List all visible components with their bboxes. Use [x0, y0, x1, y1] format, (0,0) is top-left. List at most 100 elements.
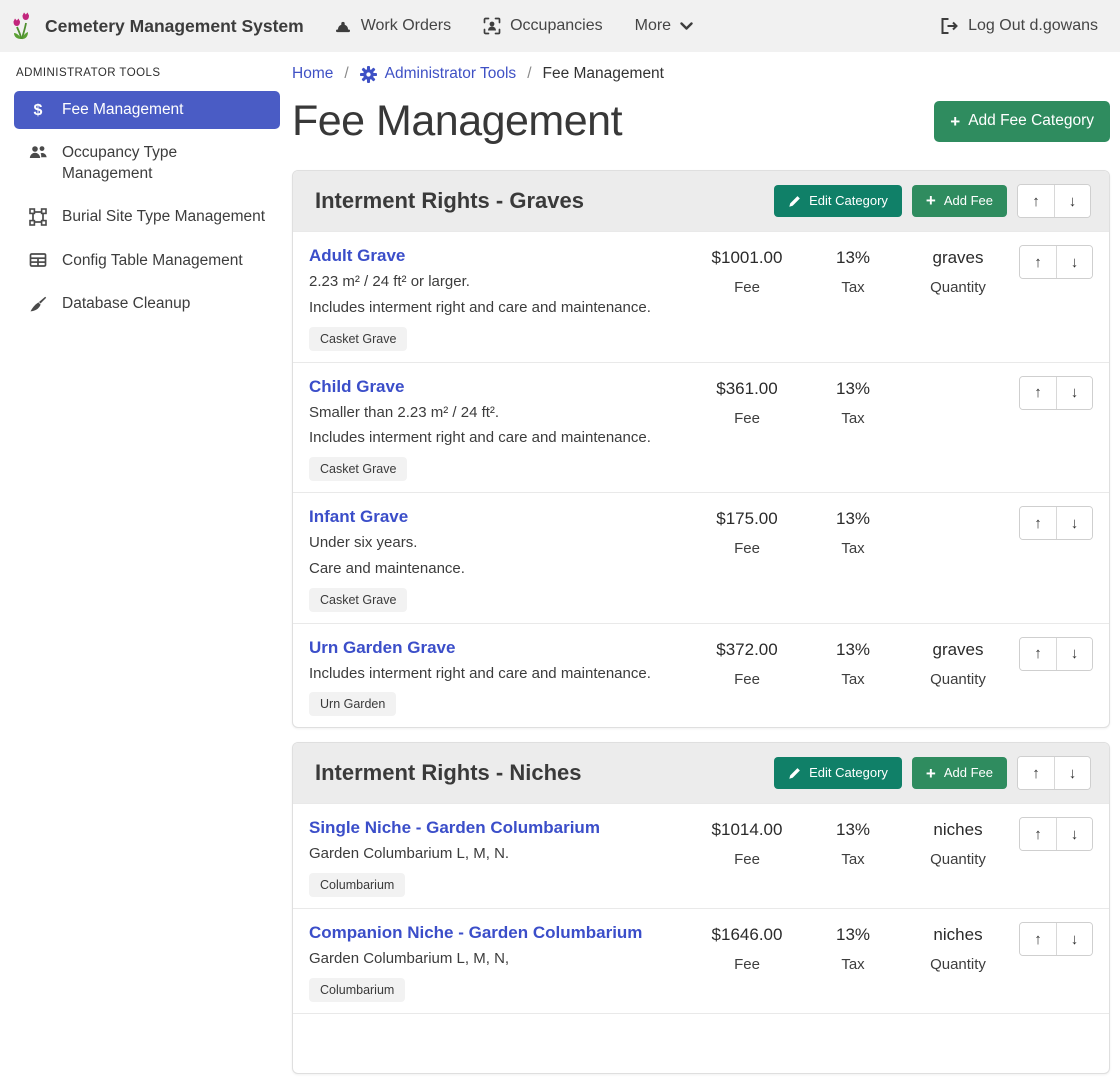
tax-column: 13% Tax [807, 506, 899, 557]
fee-amount: $175.00 [687, 509, 807, 529]
sidebar-item-burial-site-type-management[interactable]: Burial Site Type Management [14, 198, 280, 236]
edit-category-button[interactable]: Edit Category [774, 185, 902, 217]
quantity-label: Quantity [899, 671, 1017, 688]
tax-label: Tax [807, 540, 899, 557]
fee-amount-label: Fee [687, 540, 807, 557]
fee-row-companion-niche: Companion Niche - Garden Columbarium Gar… [293, 908, 1109, 1013]
fee-amount-column: $1646.00 Fee [687, 922, 807, 973]
fee-row-single-niche: Single Niche - Garden Columbarium Garden… [293, 803, 1109, 908]
breadcrumb-home-link[interactable]: Home [292, 65, 333, 83]
category-header: Interment Rights - Niches Edit Category … [293, 743, 1109, 803]
breadcrumb-current: Fee Management [543, 65, 665, 83]
breadcrumb-admin-tools-link[interactable]: Administrator Tools [360, 65, 517, 83]
fee-category-card-niches: Interment Rights - Niches Edit Category … [292, 742, 1110, 1074]
fee-name-link[interactable]: Companion Niche - Garden Columbarium [309, 923, 642, 943]
category-header: Interment Rights - Graves Edit Category … [293, 171, 1109, 231]
quantity-value: graves [899, 640, 1017, 660]
fee-type-badge: Casket Grave [309, 457, 407, 481]
fee-amount-column: $175.00 Fee [687, 506, 807, 557]
move-category-up-button[interactable]: ↑ [1018, 185, 1054, 217]
broom-icon [27, 294, 49, 313]
fee-amount-label: Fee [687, 279, 807, 296]
fee-type-badge: Urn Garden [309, 692, 396, 716]
edit-category-label: Edit Category [809, 765, 888, 781]
fee-row-infant-grave: Infant Grave Under six years. Care and m… [293, 492, 1109, 623]
move-fee-down-button[interactable]: ↓ [1056, 377, 1092, 409]
edit-category-button[interactable]: Edit Category [774, 757, 902, 789]
tax-label: Tax [807, 956, 899, 973]
fee-description: Garden Columbarium L, M, N. [309, 845, 687, 864]
brand-link[interactable]: Cemetery Management System [10, 11, 304, 41]
tax-column: 13% Tax [807, 637, 899, 688]
tax-column: 13% Tax [807, 922, 899, 973]
sidebar-item-config-table-management[interactable]: Config Table Management [14, 242, 280, 280]
move-category-down-button[interactable]: ↓ [1054, 757, 1090, 789]
add-fee-category-label: Add Fee Category [968, 112, 1094, 131]
move-fee-down-button[interactable]: ↓ [1056, 818, 1092, 850]
nav-item-work-orders[interactable]: Work Orders [334, 17, 451, 35]
nav-item-occupancies[interactable]: Occupancies [483, 17, 603, 35]
category-reorder-group: ↑ ↓ [1017, 756, 1091, 790]
nav-item-label: More [635, 17, 671, 35]
sidebar-item-label: Config Table Management [62, 251, 243, 271]
fee-name-link[interactable]: Single Niche - Garden Columbarium [309, 818, 600, 838]
move-fee-up-button[interactable]: ↑ [1020, 818, 1056, 850]
quantity-label: Quantity [899, 956, 1017, 973]
move-fee-up-button[interactable]: ↑ [1020, 507, 1056, 539]
sign-out-icon [940, 17, 959, 35]
sidebar: ADMINISTRATOR TOOLS $ Fee Management Occ… [0, 52, 292, 329]
fee-row-child-grave: Child Grave Smaller than 2.23 m² / 24 ft… [293, 362, 1109, 493]
fee-amount-column: $1001.00 Fee [687, 245, 807, 296]
tax-label: Tax [807, 671, 899, 688]
logout-button[interactable]: Log Out d.gowans [940, 17, 1098, 35]
category-title: Interment Rights - Graves [315, 188, 774, 214]
fee-name-link[interactable]: Infant Grave [309, 507, 408, 527]
tax-value: 13% [807, 640, 899, 660]
edit-category-label: Edit Category [809, 193, 888, 209]
add-fee-label: Add Fee [944, 765, 993, 781]
quantity-column: niches Quantity [899, 922, 1017, 973]
fee-amount: $1646.00 [687, 925, 807, 945]
tax-value: 13% [807, 379, 899, 399]
category-reorder-group: ↑ ↓ [1017, 184, 1091, 218]
tax-value: 13% [807, 509, 899, 529]
sidebar-item-label: Fee Management [62, 100, 184, 120]
breadcrumb-home-label: Home [292, 65, 333, 83]
fee-row-urn-garden-grave: Urn Garden Grave Includes interment righ… [293, 623, 1109, 728]
move-fee-down-button[interactable]: ↓ [1056, 923, 1092, 955]
fee-amount-label: Fee [687, 851, 807, 868]
move-fee-down-button[interactable]: ↓ [1056, 638, 1092, 670]
move-fee-down-button[interactable]: ↓ [1056, 246, 1092, 278]
fee-name-link[interactable]: Urn Garden Grave [309, 638, 455, 658]
add-fee-category-button[interactable]: + Add Fee Category [934, 101, 1110, 142]
fee-amount: $1014.00 [687, 820, 807, 840]
breadcrumb: Home / [292, 65, 1110, 83]
nav-item-more[interactable]: More [635, 17, 693, 35]
add-fee-button[interactable]: + Add Fee [912, 757, 1007, 789]
quantity-label: Quantity [899, 279, 1017, 296]
add-fee-button[interactable]: + Add Fee [912, 185, 1007, 217]
move-fee-up-button[interactable]: ↑ [1020, 246, 1056, 278]
quantity-label: Quantity [899, 851, 1017, 868]
move-fee-up-button[interactable]: ↑ [1020, 638, 1056, 670]
sidebar-item-database-cleanup[interactable]: Database Cleanup [14, 285, 280, 323]
quantity-column: graves Quantity [899, 245, 1017, 296]
fee-amount: $1001.00 [687, 248, 807, 268]
fee-amount-column: $361.00 Fee [687, 376, 807, 427]
pencil-icon [788, 767, 801, 780]
fee-row-adult-grave: Adult Grave 2.23 m² / 24 ft² or larger. … [293, 231, 1109, 362]
move-category-up-button[interactable]: ↑ [1018, 757, 1054, 789]
fee-category-card-graves: Interment Rights - Graves Edit Category … [292, 170, 1110, 728]
tax-column: 13% Tax [807, 376, 899, 427]
move-fee-up-button[interactable]: ↑ [1020, 377, 1056, 409]
fee-type-badge: Columbarium [309, 873, 405, 897]
fee-amount: $361.00 [687, 379, 807, 399]
quantity-column [899, 506, 1017, 509]
move-fee-up-button[interactable]: ↑ [1020, 923, 1056, 955]
sidebar-item-fee-management[interactable]: $ Fee Management [14, 91, 280, 129]
move-fee-down-button[interactable]: ↓ [1056, 507, 1092, 539]
fee-name-link[interactable]: Child Grave [309, 377, 404, 397]
move-category-down-button[interactable]: ↓ [1054, 185, 1090, 217]
sidebar-item-occupancy-type-management[interactable]: Occupancy Type Management [14, 134, 280, 193]
fee-name-link[interactable]: Adult Grave [309, 246, 405, 266]
